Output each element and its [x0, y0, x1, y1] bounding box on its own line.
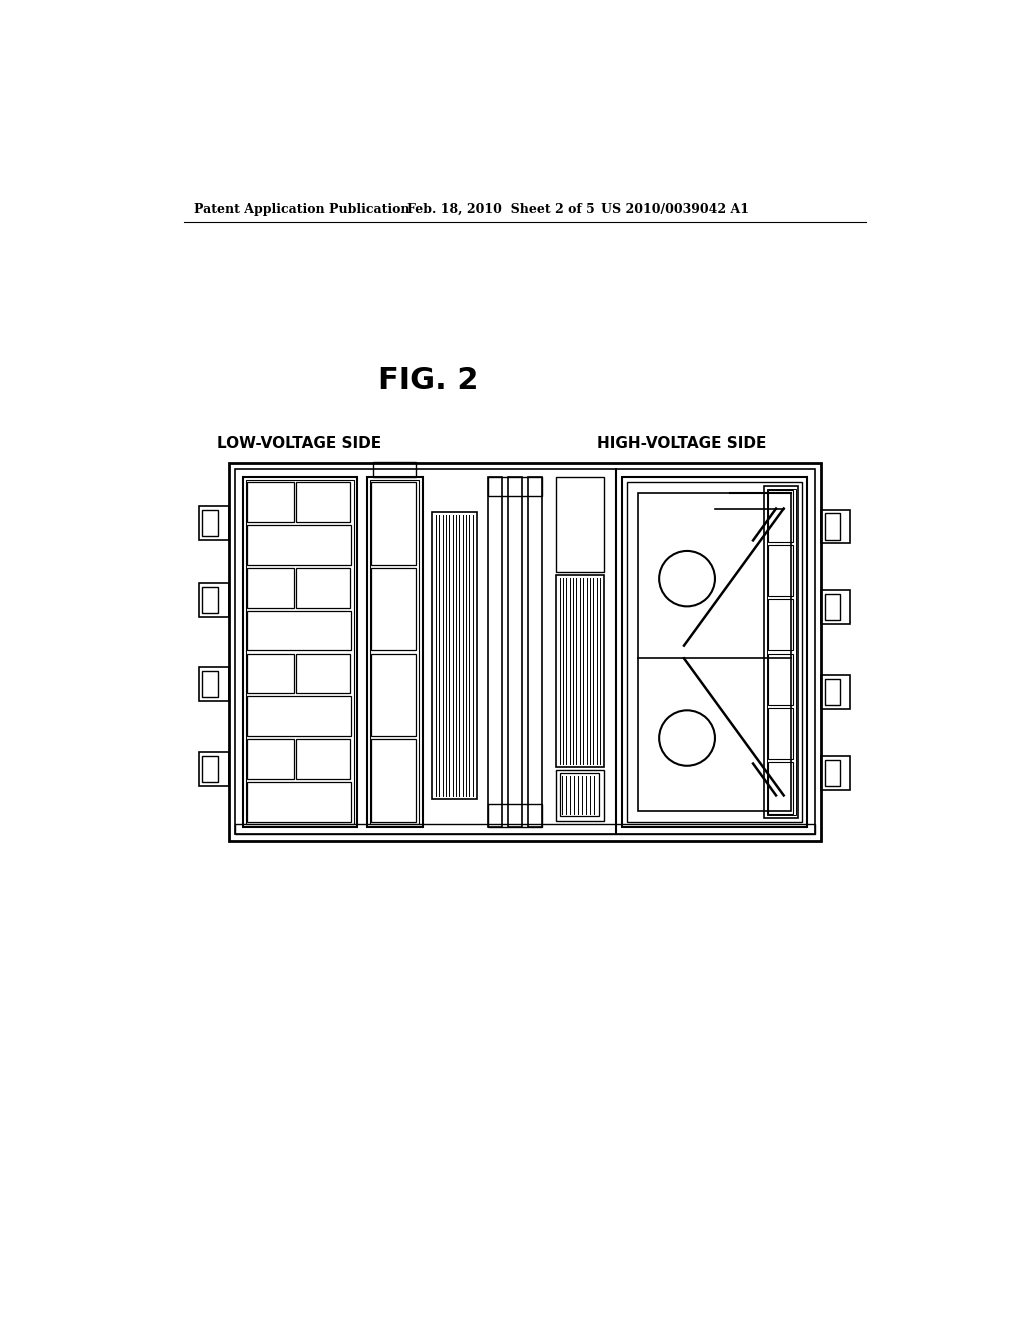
Bar — [203, 586, 218, 612]
Bar — [200, 752, 228, 785]
Bar — [487, 804, 542, 826]
Bar — [432, 512, 477, 799]
Bar — [248, 611, 351, 651]
Bar — [768, 708, 793, 759]
Bar — [768, 653, 793, 705]
Text: Feb. 18, 2010  Sheet 2 of 5: Feb. 18, 2010 Sheet 2 of 5 — [407, 203, 595, 216]
Bar — [768, 490, 793, 541]
Bar — [824, 513, 841, 540]
Bar — [627, 482, 802, 822]
Bar — [372, 653, 417, 737]
Bar — [228, 463, 821, 841]
Bar — [203, 756, 218, 781]
Bar — [768, 763, 793, 813]
Bar — [248, 697, 351, 737]
Text: LOW-VOLTAGE SIDE: LOW-VOLTAGE SIDE — [217, 436, 381, 451]
Bar — [821, 675, 850, 709]
Bar — [203, 671, 218, 697]
Text: US 2010/0039042 A1: US 2010/0039042 A1 — [601, 203, 749, 216]
Bar — [200, 506, 228, 540]
Bar — [234, 824, 815, 834]
Bar — [638, 492, 792, 812]
Bar — [373, 462, 417, 477]
Bar — [528, 478, 542, 826]
Bar — [296, 568, 350, 607]
Bar — [824, 760, 841, 785]
Bar — [372, 568, 417, 651]
Bar — [246, 480, 354, 824]
Bar — [203, 510, 218, 536]
Bar — [296, 653, 350, 693]
Bar — [296, 739, 350, 779]
Text: FIG. 2: FIG. 2 — [379, 367, 479, 395]
Bar — [768, 545, 793, 597]
Bar — [487, 478, 502, 826]
Bar — [556, 771, 604, 821]
Bar — [767, 488, 796, 816]
Bar — [556, 576, 604, 767]
Bar — [248, 568, 294, 607]
Bar — [248, 482, 294, 521]
Bar — [560, 774, 599, 816]
Bar — [487, 478, 542, 496]
Bar — [248, 739, 294, 779]
Text: Patent Application Publication: Patent Application Publication — [194, 203, 410, 216]
Text: HIGH-VOLTAGE SIDE: HIGH-VOLTAGE SIDE — [597, 436, 766, 451]
Bar — [372, 482, 417, 565]
Bar — [508, 478, 521, 826]
Bar — [824, 678, 841, 705]
Bar — [821, 590, 850, 624]
Bar — [821, 510, 850, 544]
Bar — [824, 594, 841, 620]
Bar — [234, 470, 815, 834]
Bar — [248, 525, 351, 565]
Bar — [556, 478, 604, 572]
Bar — [296, 482, 350, 521]
Bar — [243, 478, 357, 826]
Bar — [623, 478, 807, 826]
Bar — [200, 582, 228, 616]
Bar — [821, 756, 850, 789]
Bar — [248, 653, 294, 693]
Bar — [200, 668, 228, 701]
Bar — [768, 599, 793, 651]
Bar — [372, 739, 417, 822]
Bar — [367, 478, 423, 826]
Bar — [370, 480, 420, 824]
Bar — [248, 783, 351, 822]
Bar — [764, 487, 799, 817]
